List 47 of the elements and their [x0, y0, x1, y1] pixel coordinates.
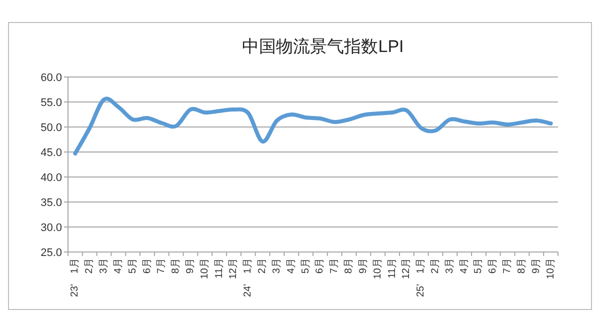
x-tick-label: 9月 — [358, 258, 369, 274]
x-tick-label: 4月 — [458, 258, 470, 274]
y-tick-label: 40.0 — [40, 172, 62, 184]
x-tick-label: 3月 — [444, 258, 456, 274]
x-tick-label: 11月 — [386, 258, 398, 278]
y-tick-label: 25.0 — [40, 247, 62, 259]
x-tick-label: 9月 — [530, 258, 542, 274]
y-tick-label: 45.0 — [40, 147, 62, 159]
x-tick-label: 2月 — [84, 258, 96, 274]
x-tick-label: 6月 — [488, 258, 499, 274]
x-tick-label: 5月 — [473, 258, 484, 274]
y-tick-label: 50.0 — [40, 122, 62, 134]
x-tick-label: 1月 — [70, 258, 81, 274]
x-tick-label: 12月 — [401, 258, 412, 280]
x-tick-label: 6月 — [142, 258, 153, 274]
text: 25' — [416, 284, 427, 298]
x-tick-label: 4月 — [286, 258, 297, 274]
x-tick-label: 11月 — [214, 258, 225, 278]
text: 24' — [242, 284, 254, 298]
x-tick-label: 4月 — [112, 258, 124, 274]
x-tick-label: 10月 — [199, 258, 210, 280]
x-tick-label: 1月 — [242, 258, 254, 274]
text: 23' — [70, 284, 81, 298]
y-tick-label: 55.0 — [40, 97, 62, 109]
x-tick-label: 2月 — [257, 258, 268, 274]
x-tick-label: 6月 — [314, 258, 326, 274]
x-tick-label: 2月 — [430, 258, 441, 274]
x-tick-label: 10月 — [545, 258, 556, 280]
x-tick-label: 8月 — [516, 258, 528, 274]
y-tick-label: 35.0 — [40, 197, 62, 209]
x-tick-label: 7月 — [502, 258, 514, 274]
y-tick-label: 30.0 — [40, 222, 62, 234]
x-tick-label: 3月 — [98, 258, 110, 274]
x-tick-label: 12月 — [228, 258, 240, 280]
x-tick-label: 5月 — [300, 258, 312, 274]
x-tick-label: 9月 — [185, 258, 196, 274]
x-tick-label: 7月 — [156, 258, 168, 274]
chart-title: 中国物流景气指数LPI — [242, 37, 404, 56]
x-tick-label: 1月 — [416, 258, 427, 274]
x-tick-label: 3月 — [271, 258, 282, 274]
x-tick-label: 8月 — [170, 258, 182, 274]
y-tick-label: 60.0 — [40, 72, 62, 84]
x-tick-label: 5月 — [127, 258, 138, 274]
line-series — [73, 97, 553, 156]
x-tick-label: 10月 — [372, 258, 384, 280]
x-tick-label: 8月 — [344, 258, 355, 274]
x-tick-label: 7月 — [329, 258, 340, 274]
